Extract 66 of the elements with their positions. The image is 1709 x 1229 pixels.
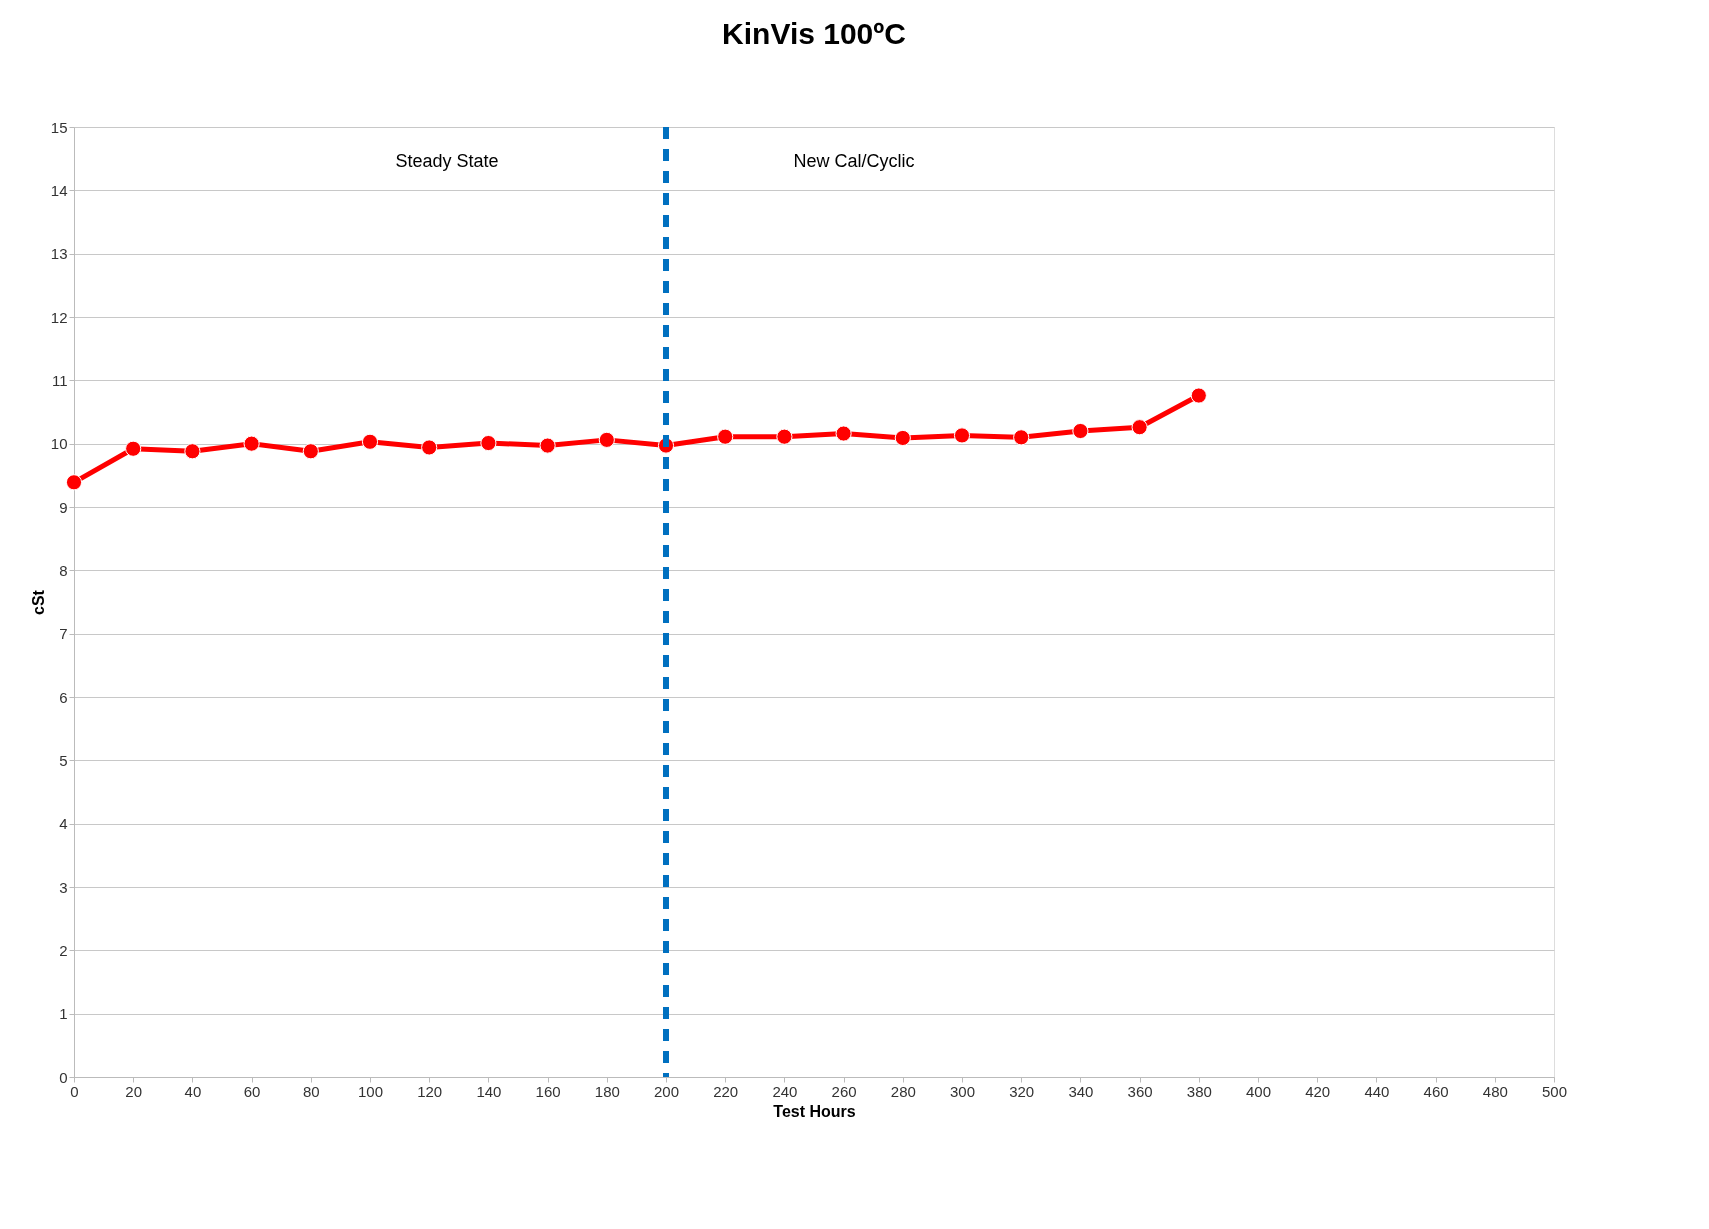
x-axis-title: Test Hours [773, 1102, 856, 1120]
point [1013, 429, 1030, 446]
x-tick-label: 400 [1245, 1082, 1272, 1100]
x-tick-label: 280 [890, 1082, 916, 1100]
x-tick-label: 140 [476, 1082, 502, 1100]
y-tick-label: 0 [59, 1068, 68, 1086]
point [539, 437, 556, 454]
point [717, 428, 734, 445]
x-tick-label: 60 [243, 1082, 261, 1100]
x-tick-label: 100 [357, 1082, 384, 1100]
point [1190, 387, 1207, 404]
x-tick-label: 460 [1423, 1082, 1449, 1100]
y-tick-label: 15 [50, 118, 68, 136]
x-tick-label: 120 [417, 1082, 443, 1100]
x-tick-label: 380 [1186, 1082, 1212, 1100]
x-tick-label: 500 [1541, 1082, 1568, 1100]
point [302, 443, 319, 460]
point [953, 427, 971, 444]
y-tick-label: 9 [59, 498, 68, 516]
x-tick-label: 160 [535, 1082, 561, 1100]
point [184, 443, 201, 460]
chart-title: KinVis 100ºC [722, 17, 906, 50]
point [125, 440, 142, 457]
x-tick-label: 80 [302, 1082, 320, 1100]
point [598, 431, 615, 448]
point [480, 434, 497, 452]
y-tick-label: 6 [59, 688, 68, 706]
point [894, 429, 911, 447]
y-tick-label: 4 [59, 815, 68, 833]
x-tick-label: 360 [1127, 1082, 1153, 1100]
x-tick-label: 260 [831, 1082, 857, 1100]
x-tick-label: 340 [1068, 1082, 1094, 1100]
y-tick-label: 5 [59, 751, 68, 769]
point [243, 435, 260, 452]
annotation: Steady State [395, 151, 499, 172]
x-tick-label: 440 [1364, 1082, 1390, 1100]
y-tick-label: 7 [59, 625, 68, 643]
annotation: New Cal/Cyclic [793, 151, 915, 172]
x-tick-label: 200 [653, 1082, 680, 1100]
y-tick-label: 10 [50, 435, 68, 453]
point [776, 428, 793, 445]
y-tick-label: 3 [59, 878, 68, 896]
x-tick-label: 180 [594, 1082, 620, 1100]
x-tick-label: 300 [949, 1082, 976, 1100]
y-tick-label: 11 [51, 371, 68, 389]
point [421, 439, 438, 456]
x-tick-label: 480 [1482, 1082, 1508, 1100]
y-tick-label: 8 [59, 561, 68, 579]
point [1072, 422, 1089, 440]
point [65, 474, 83, 491]
y-tick-label: 1 [59, 1005, 68, 1023]
x-tick-label: 40 [184, 1082, 202, 1100]
point [835, 425, 852, 442]
y-tick-label: 13 [50, 245, 68, 263]
x-tick-label: 220 [713, 1082, 739, 1100]
y-tick-label: 2 [59, 941, 68, 959]
y-tick-label: 14 [50, 181, 68, 199]
point [1131, 419, 1148, 436]
point [361, 433, 379, 450]
x-tick-label: 320 [1009, 1082, 1035, 1100]
x-tick-label: 420 [1305, 1082, 1331, 1100]
x-tick-label: 240 [772, 1082, 798, 1100]
y-axis-title: cSt [29, 589, 47, 615]
x-tick-label: 20 [125, 1082, 143, 1100]
x-tick-label: 0 [70, 1082, 79, 1100]
y-tick-label: 12 [50, 308, 68, 326]
